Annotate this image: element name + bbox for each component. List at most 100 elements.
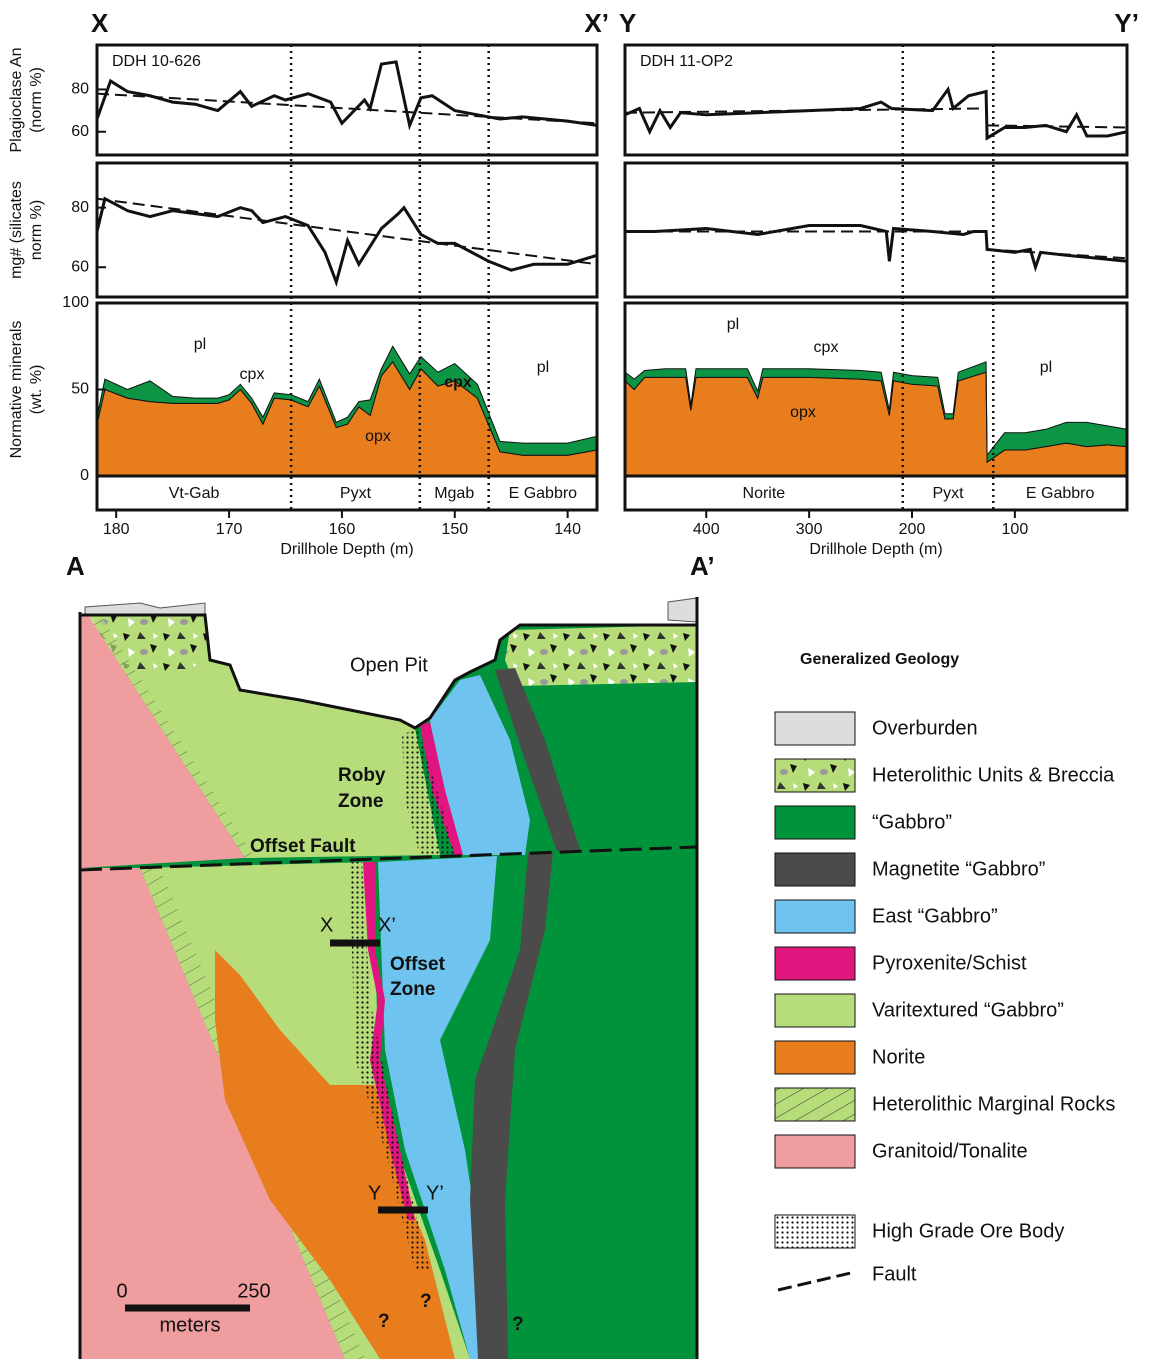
zone-label: Zone [338, 791, 383, 812]
section-label: Y [619, 8, 636, 38]
legend-title: Generalized Geology [800, 651, 959, 668]
panel [97, 62, 597, 125]
series-label: cpx [814, 339, 839, 356]
legend-swatch [775, 947, 855, 980]
scale-tick: 0 [116, 1280, 127, 1302]
panel [97, 346, 597, 476]
x-tick-label: 170 [216, 521, 243, 538]
x-tick-label: 200 [899, 521, 926, 538]
panel [625, 362, 1127, 476]
remainder-label: pl [537, 359, 549, 376]
x-tick-label: 180 [103, 521, 130, 538]
chart-title: DDH 11-OP2 [640, 53, 733, 70]
legend-label: Granitoid/Tonalite [872, 1140, 1028, 1162]
scale-unit: meters [159, 1314, 220, 1336]
remainder-label: pl [194, 336, 206, 353]
fault-label: Offset Fault [250, 836, 356, 857]
section-label: X’ [584, 8, 609, 38]
overburden [85, 603, 205, 615]
legend-label: Magnetite “Gabbro” [872, 858, 1045, 880]
cross-section: A A’ Open Pit Roby Zone Offset Fault Off… [66, 551, 715, 1359]
legend-swatch [775, 1041, 855, 1074]
section-label: X [91, 8, 109, 38]
legend-swatch [775, 1215, 855, 1248]
unit-label: E Gabbro [1026, 485, 1095, 502]
legend-label: “Gabbro” [872, 811, 952, 833]
legend-swatch [775, 994, 855, 1027]
legend-swatch [775, 853, 855, 886]
legend-swatch [775, 900, 855, 933]
zone-label: Offset [390, 954, 446, 975]
series-label: opx [790, 404, 816, 421]
legend-swatch [775, 1088, 855, 1121]
unknown: ? [420, 1291, 432, 1312]
x-tick-label: 300 [796, 521, 823, 538]
y-axis-label: Plagioclase An [8, 48, 25, 153]
remainder-label: pl [1040, 359, 1052, 376]
y-tick-label: 50 [71, 381, 89, 398]
section-end: A’ [690, 551, 715, 581]
data-line [625, 89, 1127, 138]
legend-label: High Grade Ore Body [872, 1220, 1064, 1242]
panel [97, 199, 597, 282]
series-label: cpx [444, 374, 472, 391]
y-tick-label: 60 [71, 258, 89, 275]
y-tick-label: 80 [71, 199, 89, 216]
remainder-label: pl [727, 316, 739, 333]
legend-label: Heterolithic Units & Breccia [872, 764, 1115, 786]
unit-label: Pyxt [340, 485, 372, 502]
scale-tick: 250 [237, 1280, 270, 1302]
legend-swatch [775, 759, 855, 792]
legend-label: Heterolithic Marginal Rocks [872, 1093, 1115, 1115]
y-axis-label: (norm %) [28, 67, 45, 133]
unit-label: Mgab [434, 485, 474, 502]
x-tick-label: 160 [329, 521, 356, 538]
x-tick-label: 100 [1002, 521, 1029, 538]
panel [625, 89, 1127, 138]
y-tick-label: 0 [80, 467, 89, 484]
section-label: Y [368, 1182, 381, 1204]
trend-line [97, 199, 597, 265]
legend-swatch [775, 712, 855, 745]
legend: Generalized Geology Overburden Heterolith… [775, 651, 1115, 1290]
data-line [97, 62, 597, 125]
panel-frame [97, 163, 597, 297]
y-tick-label: 60 [71, 123, 89, 140]
area [625, 372, 1127, 476]
x-axis-label: Drillhole Depth (m) [809, 541, 942, 558]
y-tick-label: 100 [62, 294, 89, 311]
panel [625, 226, 1127, 268]
unknown: ? [512, 1314, 524, 1335]
section-label: Y’ [1114, 8, 1139, 38]
charts: X X’ Plagioclase An(norm %) 60 80 mg# (silica… [8, 8, 1139, 558]
chart-title: DDH 10-626 [112, 53, 201, 70]
y-axis-label: Normative minerals [8, 321, 25, 459]
unit-label: E Gabbro [509, 485, 578, 502]
breccia [505, 625, 697, 686]
y-axis-label: mg# (silicates [8, 181, 25, 279]
section-label: X’ [378, 914, 396, 936]
x-axis-label: Drillhole Depth (m) [280, 541, 413, 558]
legend-items: Overburden Heterolithic Units & Breccia “G… [775, 712, 1115, 1168]
legend-label: Varitextured “Gabbro” [872, 999, 1064, 1021]
legend-swatch [775, 806, 855, 839]
open-pit: Open Pit [350, 654, 428, 676]
legend-label: Norite [872, 1046, 925, 1068]
series-label: cpx [240, 366, 265, 383]
zone-label: Roby [338, 765, 386, 786]
data-line [97, 199, 597, 282]
overburden [668, 598, 697, 622]
unit-label: Pyxt [932, 485, 964, 502]
legend-label: Fault [872, 1263, 917, 1285]
zone-label: Zone [390, 979, 435, 1000]
x-tick-label: 400 [693, 521, 720, 538]
legend-label: Pyroxenite/Schist [872, 952, 1027, 974]
legend-swatch [775, 1135, 855, 1168]
x-tick-label: 140 [554, 521, 581, 538]
legend-label: Overburden [872, 717, 978, 739]
y-axis-label: (wt. %) [28, 365, 45, 415]
unknown: ? [378, 1311, 390, 1332]
series-label: opx [365, 428, 391, 445]
y-tick-label: 80 [71, 81, 89, 98]
section-label: X [320, 914, 333, 936]
